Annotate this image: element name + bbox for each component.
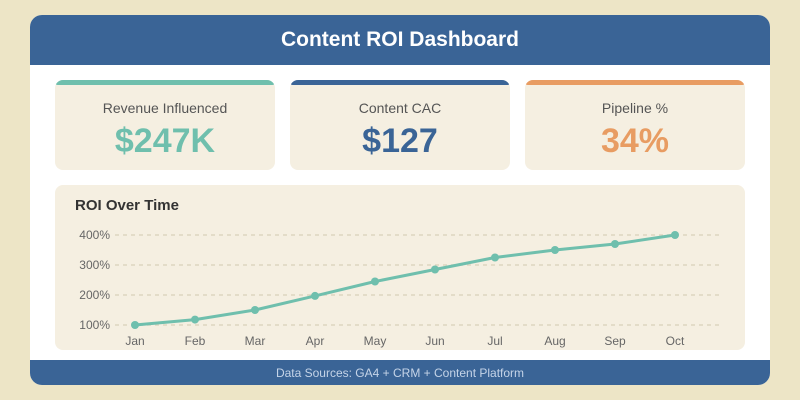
- data-point: [551, 246, 559, 254]
- kpi-accent-bar: [525, 80, 745, 85]
- kpi-pipeline: Pipeline % 34%: [525, 80, 745, 170]
- x-tick-label: Oct: [666, 334, 685, 348]
- x-tick-label: May: [364, 334, 387, 348]
- kpi-label: Revenue Influenced: [102, 100, 228, 116]
- roi-series-line: [134, 233, 676, 327]
- x-tick-label: Jan: [125, 334, 144, 348]
- data-point: [251, 306, 259, 314]
- kpi-accent-bar: [290, 80, 510, 85]
- data-point: [131, 321, 139, 329]
- data-point: [431, 265, 439, 274]
- y-tick-label: 400%: [79, 228, 110, 242]
- y-tick-label: 100%: [79, 318, 110, 332]
- data-point: [611, 240, 619, 248]
- y-tick-label: 200%: [79, 288, 110, 302]
- x-tick-label: Sep: [604, 334, 626, 348]
- data-point: [371, 277, 379, 286]
- x-tick-label: Aug: [544, 334, 565, 348]
- x-tick-label: Apr: [306, 334, 325, 348]
- dashboard-title: Content ROI Dashboard: [30, 15, 770, 65]
- data-point: [491, 253, 499, 262]
- chart-title: ROI Over Time: [75, 197, 179, 214]
- kpi-value: 34%: [600, 122, 670, 160]
- kpi-value: $247K: [114, 122, 216, 160]
- data-point: [671, 231, 679, 239]
- kpi-label: Content CAC: [358, 100, 442, 116]
- x-tick-label: Mar: [245, 334, 266, 348]
- x-tick-label: Jun: [425, 334, 444, 348]
- x-tick-label: Jul: [487, 334, 502, 348]
- data-point: [311, 291, 319, 300]
- kpi-content-cac: Content CAC $127: [290, 80, 510, 170]
- kpi-revenue-influenced: Revenue Influenced $247K: [55, 80, 275, 170]
- y-tick-label: 300%: [79, 258, 110, 272]
- x-tick-label: Feb: [185, 334, 206, 348]
- roi-line-chart: 100% 200% 300% 400% Jan Feb Mar Apr May Jun Jul Aug…: [79, 228, 720, 348]
- kpi-accent-bar: [55, 80, 275, 85]
- kpi-value: $127: [362, 122, 438, 160]
- footer-sources: Data Sources: GA4 + CRM + Content Platfo…: [30, 360, 770, 385]
- roi-chart-panel: ROI Over Time 100% 200% 300% 400% Jan Feb Mar A…: [55, 185, 745, 350]
- data-point: [191, 315, 199, 324]
- dashboard-card: Content ROI Dashboard Revenue Influenced…: [30, 15, 770, 385]
- kpi-label: Pipeline %: [601, 100, 669, 116]
